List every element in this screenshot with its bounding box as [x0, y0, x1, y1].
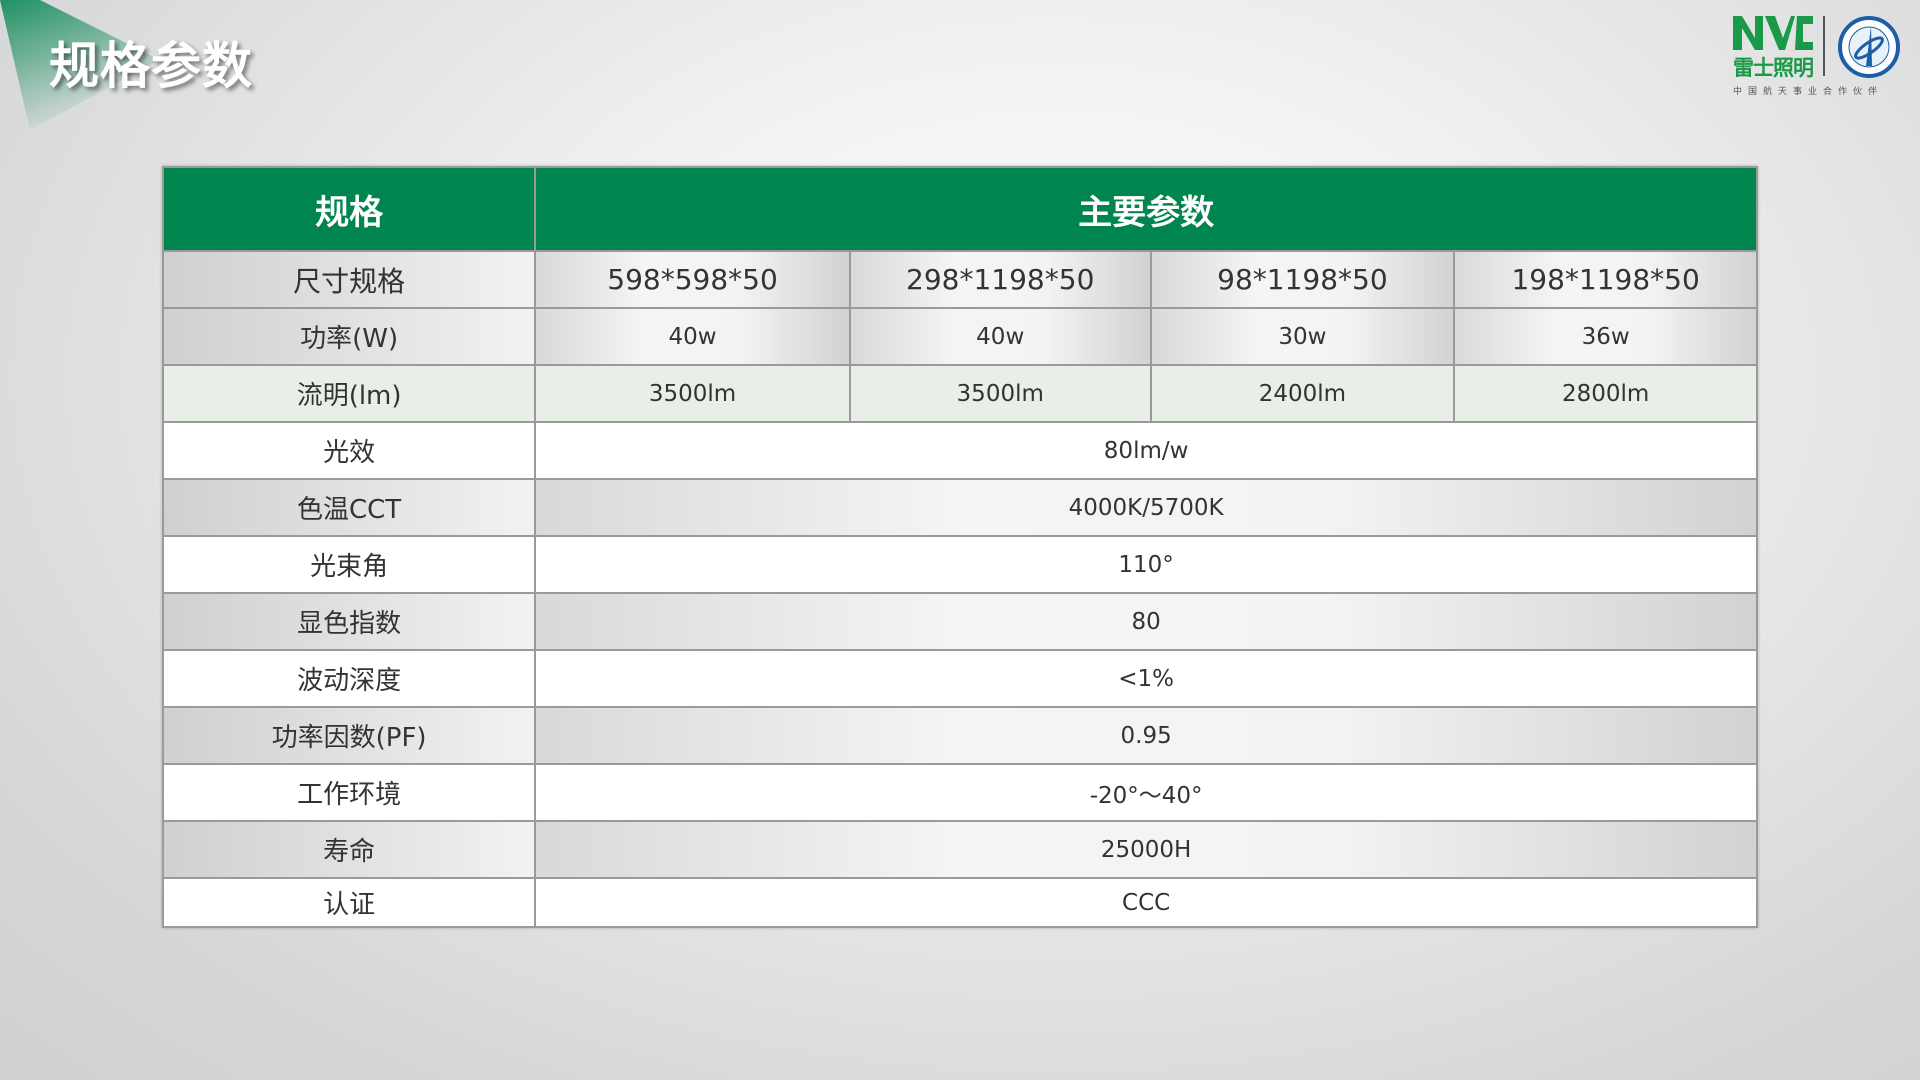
cell: 3500lm: [534, 364, 851, 423]
cell: CCC: [534, 877, 1758, 928]
table-row: 工作环境 -20°～40°: [161, 763, 1758, 822]
table-header: 规格 主要参数: [161, 166, 1758, 252]
cell: 98*1198*50: [1149, 250, 1456, 309]
cell: 198*1198*50: [1453, 250, 1758, 309]
cell: 80lm/w: [534, 421, 1758, 480]
brand-slogan: 中国航天事业合作伙伴: [1733, 87, 1884, 97]
header-spec: 规格: [161, 166, 537, 252]
spec-table: 规格 主要参数 尺寸规格 598*598*50 298*1198*50 98*1…: [161, 166, 1758, 928]
table-row: 显色指数 80: [161, 592, 1758, 651]
table-row: 光束角 110°: [161, 535, 1758, 594]
cell: 40w: [534, 307, 851, 366]
cell: 36w: [1453, 307, 1758, 366]
table-row: 寿命 25000H: [161, 820, 1758, 879]
cell: 298*1198*50: [848, 250, 1152, 309]
cell: 80: [534, 592, 1758, 651]
cell: 110°: [534, 535, 1758, 594]
page-title: 规格参数: [49, 37, 253, 95]
row-label: 尺寸规格: [161, 250, 537, 309]
nvc-logo-icon: [1733, 16, 1813, 50]
row-label: 功率(W): [161, 307, 537, 366]
row-label: 色温CCT: [161, 478, 537, 537]
cell: 2800lm: [1453, 364, 1758, 423]
space-emblem-icon: [1838, 16, 1900, 78]
cell: 0.95: [534, 706, 1758, 765]
cell: 3500lm: [848, 364, 1152, 423]
row-label: 功率因数(PF): [161, 706, 537, 765]
table-row: 认证 CCC: [161, 877, 1758, 928]
row-label: 认证: [161, 877, 537, 928]
brand-logo: 雷士照明 中国航天事业合作伙伴: [1733, 14, 1903, 97]
cell: 40w: [848, 307, 1152, 366]
table-row: 尺寸规格 598*598*50 298*1198*50 98*1198*50 1…: [161, 250, 1758, 309]
row-label: 寿命: [161, 820, 537, 879]
table-row: 色温CCT 4000K/5700K: [161, 478, 1758, 537]
cell: <1%: [534, 649, 1758, 708]
table-row: 功率因数(PF) 0.95: [161, 706, 1758, 765]
row-label: 光效: [161, 421, 537, 480]
table-row: 波动深度 <1%: [161, 649, 1758, 708]
table-row: 流明(lm) 3500lm 3500lm 2400lm 2800lm: [161, 364, 1758, 423]
header-params: 主要参数: [534, 166, 1758, 252]
cell: 4000K/5700K: [534, 478, 1758, 537]
row-label: 波动深度: [161, 649, 537, 708]
table-row: 功率(W) 40w 40w 30w 36w: [161, 307, 1758, 366]
row-label: 显色指数: [161, 592, 537, 651]
row-label: 光束角: [161, 535, 537, 594]
cell: 25000H: [534, 820, 1758, 879]
logo-divider: [1823, 16, 1825, 76]
row-label: 工作环境: [161, 763, 537, 822]
cell: -20°～40°: [534, 763, 1758, 822]
table-row: 光效 80lm/w: [161, 421, 1758, 480]
row-label: 流明(lm): [161, 364, 537, 423]
cell: 30w: [1149, 307, 1456, 366]
brand-name: 雷士照明: [1733, 56, 1814, 80]
cell: 598*598*50: [534, 250, 851, 309]
cell: 2400lm: [1149, 364, 1456, 423]
